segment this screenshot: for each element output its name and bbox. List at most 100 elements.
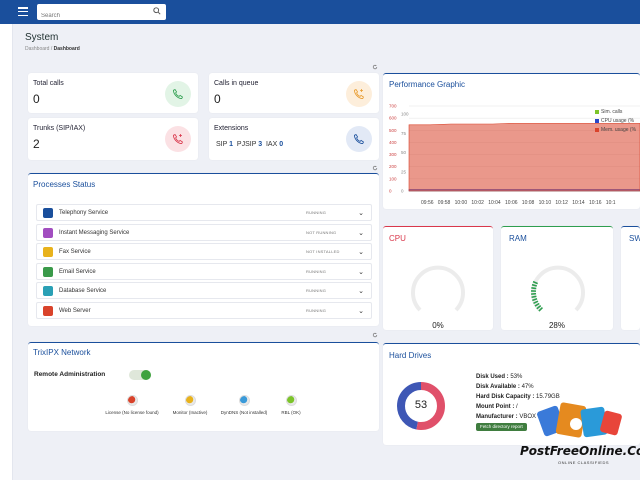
- y2-tick-label: 100: [401, 112, 409, 117]
- process-status: NOT RUNNING: [306, 229, 337, 235]
- page-title: System: [25, 32, 59, 43]
- toggle-knob: [141, 370, 151, 380]
- web-icon: [43, 306, 53, 316]
- process-row[interactable]: Database Service RUNNING ⌄: [36, 282, 372, 300]
- chevron-down-icon[interactable]: ⌄: [358, 288, 364, 296]
- chevron-down-icon[interactable]: ⌄: [358, 229, 364, 237]
- swap-label: SW: [629, 234, 640, 243]
- process-name: Instant Messaging Service: [59, 229, 130, 236]
- top-bar: [0, 0, 640, 24]
- process-row[interactable]: Email Service RUNNING ⌄: [36, 262, 372, 280]
- process-row[interactable]: Telephony Service RUNNING ⌄: [36, 204, 372, 221]
- legend-label: CPU usage (%: [601, 118, 635, 124]
- y2-tick-label: 0: [401, 189, 404, 194]
- refresh-icon[interactable]: [372, 332, 378, 338]
- y-tick-label: 400: [389, 140, 397, 145]
- legend-cpu: CPU usage (%: [595, 118, 634, 124]
- x-tick-label: 10:06: [505, 200, 518, 206]
- process-name: Fax Service: [59, 249, 91, 256]
- watermark-brand: PostFreeOnline.Com: [520, 444, 640, 458]
- breadcrumb-parent[interactable]: Dashboard: [25, 46, 50, 52]
- x-tick-label: 10:1: [606, 200, 616, 206]
- calls-in-queue-label: Calls in queue: [214, 80, 259, 87]
- refresh-icon[interactable]: [372, 64, 378, 70]
- performance-chart: 700 600 500 400 300 200 100 0 100 75 50 25 0 09:56 09:…: [389, 104, 640, 206]
- iax-label: IAX: [265, 141, 278, 148]
- y2-tick-label: 75: [401, 131, 407, 136]
- process-row[interactable]: Instant Messaging Service NOT RUNNING ⌄: [36, 223, 372, 241]
- y-tick-label: 0: [389, 189, 392, 194]
- search-icon[interactable]: [153, 7, 161, 15]
- total-calls-label: Total calls: [33, 80, 64, 87]
- gauge-tick: [531, 283, 538, 287]
- x-tick-label: 09:58: [438, 200, 451, 206]
- status-led-icon: [286, 395, 297, 406]
- cpu-gauge: [411, 265, 465, 312]
- process-name: Email Service: [59, 268, 96, 275]
- remote-admin-toggle[interactable]: [129, 370, 151, 380]
- process-row[interactable]: Fax Service NOT INSTALLED ⌄: [36, 243, 372, 261]
- ram-label: RAM: [509, 234, 527, 243]
- breadcrumb-separator: /: [50, 46, 53, 52]
- series-area-2: [408, 122, 640, 192]
- chevron-down-icon[interactable]: ⌄: [358, 210, 364, 217]
- disk-available-label: Disk Available :: [476, 384, 520, 390]
- y-tick-label: 200: [389, 164, 397, 169]
- process-status: RUNNING: [306, 288, 327, 294]
- disk-used: Disk Used : 53%: [476, 374, 522, 380]
- status-led-label: RBL (OK): [281, 410, 301, 415]
- x-tick-label: 10:10: [539, 200, 552, 206]
- sip-value: 1: [229, 141, 234, 148]
- breadcrumb-current: Dashboard: [53, 46, 80, 52]
- trunks-value: 2: [33, 137, 40, 151]
- calls-in-queue-card: Calls in queue 0: [209, 73, 379, 113]
- chevron-down-icon[interactable]: ⌄: [358, 308, 364, 315]
- total-calls-card: Total calls 0: [28, 73, 198, 113]
- trunks-card: Trunks (SIP/IAX) 2: [28, 118, 198, 160]
- fetch-directory-report-button[interactable]: Fetch directory report: [476, 423, 527, 431]
- y-tick-label: 600: [389, 116, 397, 121]
- gauge-tick: [533, 300, 539, 305]
- mount-point-label: Mount Point :: [476, 404, 515, 410]
- process-row[interactable]: Web Server RUNNING ⌄: [36, 302, 372, 319]
- iax-value: 0: [279, 141, 284, 148]
- process-name: Database Service: [59, 288, 107, 295]
- performance-title: Performance Graphic: [389, 80, 466, 89]
- extensions-counts: SIP 1 PJSIP 3 IAX 0: [216, 141, 283, 148]
- ram-gauge-card: RAM 28%: [501, 226, 613, 330]
- hard-drives-title: Hard Drives: [389, 351, 432, 360]
- phone-extension-icon: [346, 126, 372, 152]
- x-tick-label: 10:08: [522, 200, 535, 206]
- cpu-gauge-card: CPU 0%: [383, 226, 493, 330]
- ram-gauge: [530, 265, 585, 312]
- phone-plus-icon: [165, 126, 191, 152]
- donut-used-slice: [397, 382, 445, 430]
- network-panel: TrixIPX Network Remote Administration Li…: [28, 342, 379, 431]
- manufacturer-value: VBOX: [519, 414, 537, 420]
- fax-icon: [43, 247, 53, 258]
- status-led-label: DynDNS (Not installed): [220, 410, 268, 415]
- mount-point: Mount Point : /: [476, 404, 518, 410]
- gauge-tick: [536, 304, 542, 310]
- network-title: TrixIPX Network: [33, 348, 91, 357]
- watermark-graphic-icon: [537, 402, 622, 438]
- cpu-label: CPU: [389, 234, 406, 243]
- x-tick-label: 10:00: [455, 200, 468, 206]
- gauge-tick: [532, 298, 538, 302]
- legend-label: Sim. calls: [601, 109, 623, 115]
- watermark-logo: PostFreeOnline.Com ONLINE CLASSIFIEDS: [518, 400, 640, 468]
- chevron-down-icon[interactable]: ⌄: [358, 268, 364, 276]
- search-input[interactable]: [37, 8, 145, 24]
- refresh-icon[interactable]: [372, 165, 378, 171]
- disk-used-value: 53%: [510, 374, 523, 380]
- hamburger-menu-icon[interactable]: [18, 7, 28, 17]
- y-tick-label: 100: [389, 176, 397, 181]
- y2-tick-label: 25: [401, 169, 407, 174]
- manufacturer-label: Manufacturer :: [476, 414, 518, 420]
- manufacturer: Manufacturer : VBOX: [476, 414, 536, 420]
- pjsip-value: 3: [258, 141, 263, 148]
- chevron-down-icon[interactable]: ⌄: [358, 249, 364, 257]
- y-tick-label: 500: [389, 128, 397, 133]
- status-led-label: License (No license found): [105, 410, 159, 415]
- remote-admin-label: Remote Administration: [34, 371, 106, 378]
